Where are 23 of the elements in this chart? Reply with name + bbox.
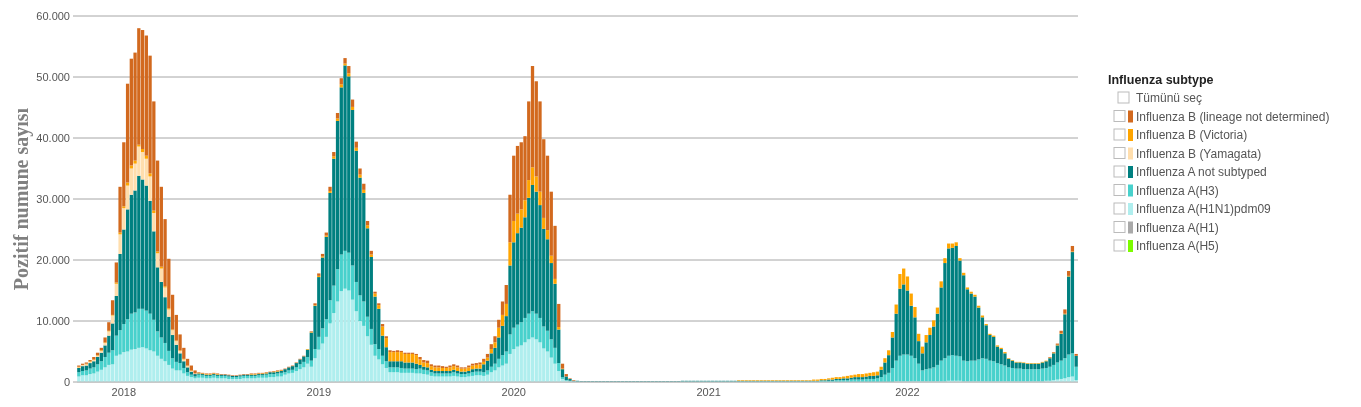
text: Tümünü seç bbox=[1136, 91, 1203, 105]
y-tick-label: 20.000 bbox=[36, 253, 70, 266]
legend-label: Influenza A(H1N1)pdm09 bbox=[1136, 202, 1272, 216]
x-tick-label: 2018 bbox=[111, 386, 137, 398]
y-tick-label: 60.000 bbox=[36, 9, 70, 22]
legend-label: Influenza A(H1) bbox=[1136, 220, 1219, 235]
x-tick-label: 2020 bbox=[501, 386, 526, 398]
y-tick-label: 40.000 bbox=[36, 131, 70, 144]
legend-label: Influenza A(H3) bbox=[1136, 183, 1219, 198]
legend-title: Influenza subtype bbox=[1108, 73, 1214, 87]
legend-label: Influenza A(H5) bbox=[1136, 239, 1219, 253]
y-tick-label: 0 bbox=[63, 375, 70, 388]
x-tick-label: 2022 bbox=[895, 386, 920, 398]
legend-label: Influenza A not subtyped bbox=[1136, 165, 1267, 179]
y-tick-label: 30.000 bbox=[36, 192, 70, 205]
y-tick-label: 10.000 bbox=[36, 314, 70, 327]
legend-label: Influenza B (Victoria) bbox=[1136, 128, 1248, 142]
y-axis-title: Pozitif numune sayısı bbox=[10, 107, 33, 291]
y-tick-label: 50.000 bbox=[36, 70, 70, 83]
legend-label: Influenza B (Yamagata) bbox=[1136, 146, 1262, 161]
x-tick-label: 2021 bbox=[696, 386, 721, 398]
legend-label: Influenza B (lineage not determined) bbox=[1136, 109, 1330, 124]
x-tick-label: 2019 bbox=[306, 386, 332, 398]
